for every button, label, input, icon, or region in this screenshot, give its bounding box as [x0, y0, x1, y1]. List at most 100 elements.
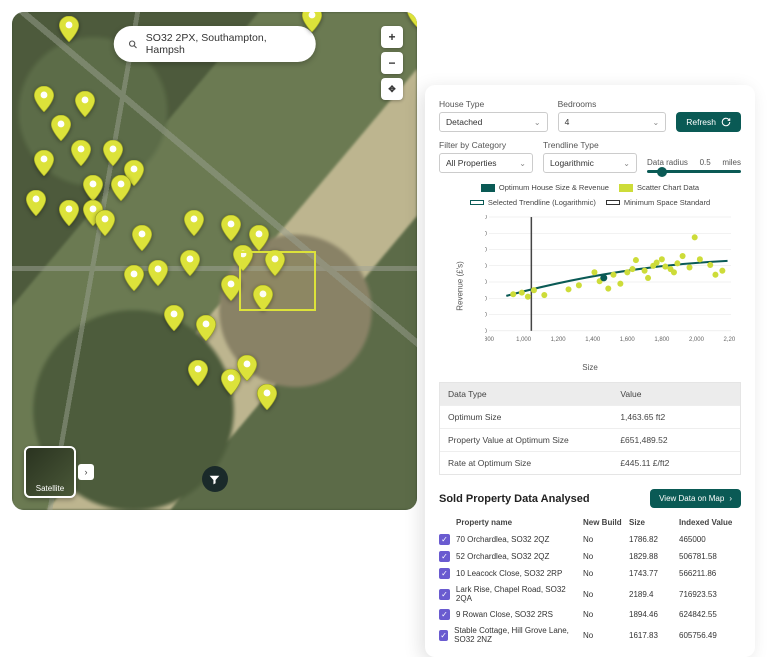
radius-value: 0.5 [700, 158, 711, 167]
property-name: Lark Rise, Chapel Road, SO32 2QA [456, 585, 583, 603]
map-pin[interactable] [95, 210, 115, 236]
refresh-button[interactable]: Refresh [676, 112, 741, 132]
sold-col-name: Property name [439, 518, 583, 527]
select-bedrooms[interactable]: 4 ⌄ [558, 112, 667, 132]
svg-text:1,400: 1,400 [585, 337, 601, 343]
map-pin[interactable] [83, 175, 103, 201]
label-trendline: Trendline Type [543, 140, 637, 150]
results-table: Data Type Value Optimum Size1,463.65 ft2… [439, 382, 741, 475]
property-name: 9 Rowan Close, SO32 2RS [456, 610, 553, 619]
filter-radius: Data radius 0.5 miles [647, 158, 741, 173]
map-pin[interactable] [196, 315, 216, 341]
radius-slider[interactable] [647, 170, 741, 173]
property-size: 2189.4 [629, 590, 679, 599]
row-checkbox[interactable]: ✓ [439, 589, 450, 600]
map-filter-button[interactable] [202, 466, 228, 492]
svg-text:1,400,000: 1,400,000 [485, 215, 488, 221]
property-newbuild: No [583, 569, 629, 578]
svg-text:1,200: 1,200 [551, 337, 567, 343]
select-category[interactable]: All Properties ⌄ [439, 153, 533, 173]
results-row: Property Value at Optimum Size£651,489.5… [440, 428, 740, 451]
map-pin[interactable] [221, 215, 241, 241]
row-checkbox[interactable]: ✓ [439, 630, 448, 641]
filters-row-2: Filter by Category All Properties ⌄ Tren… [439, 140, 741, 173]
property-newbuild: No [583, 631, 629, 640]
results-row: Optimum Size1,463.65 ft2 [440, 405, 740, 428]
svg-text:2,000: 2,000 [689, 337, 705, 343]
map-pin[interactable] [111, 175, 131, 201]
view-on-map-button[interactable]: View Data on Map › [650, 489, 741, 508]
svg-text:2,200: 2,200 [724, 337, 735, 343]
satellite-label: Satellite [36, 484, 64, 493]
map-pin[interactable] [184, 210, 204, 236]
legend-trendline: Selected Trendline (Logarithmic) [470, 198, 596, 207]
map-zoom-controls: + − ✥ [381, 26, 403, 100]
zoom-out-button[interactable]: − [381, 52, 403, 74]
chevron-down-icon: ⌄ [653, 118, 660, 127]
sold-col-value: Indexed Value [679, 518, 741, 527]
label-category: Filter by Category [439, 140, 533, 150]
radius-slider-thumb[interactable] [657, 167, 667, 177]
locate-button[interactable]: ✥ [381, 78, 403, 100]
svg-text:1,000,000: 1,000,000 [485, 248, 488, 254]
select-house-type[interactable]: Detached ⌄ [439, 112, 548, 132]
select-category-value: All Properties [446, 158, 497, 168]
map-pin[interactable] [257, 384, 277, 410]
filter-trendline: Trendline Type Logarithmic ⌄ [543, 140, 637, 173]
results-cell-value: £651,489.52 [612, 429, 740, 451]
map-pin[interactable] [237, 355, 257, 381]
map-selected-polygon[interactable] [239, 251, 316, 311]
sold-row[interactable]: ✓10 Leacock Close, SO32 2RPNo1743.775662… [439, 565, 741, 582]
map-pin[interactable] [132, 225, 152, 251]
map-pin[interactable] [103, 140, 123, 166]
property-size: 1894.46 [629, 610, 679, 619]
map-pin[interactable] [180, 250, 200, 276]
map-pin[interactable] [59, 200, 79, 226]
row-checkbox[interactable]: ✓ [439, 568, 450, 579]
filter-house-type: House Type Detached ⌄ [439, 99, 548, 132]
map-pin[interactable] [221, 275, 241, 301]
map-pin[interactable] [51, 115, 71, 141]
select-trendline-value: Logarithmic [550, 158, 594, 168]
row-checkbox[interactable]: ✓ [439, 609, 450, 620]
map-pin[interactable] [75, 91, 95, 117]
map-pin[interactable] [188, 360, 208, 386]
chart-svg: 0200,000400,000600,000800,0001,000,0001,… [485, 215, 735, 343]
scatter-chart: Revenue (£'s) 0200,000400,000600,000800,… [439, 211, 741, 361]
map-pin[interactable] [302, 12, 322, 32]
map-search-pill[interactable]: SO32 2PX, Southampton, Hampsh [113, 26, 316, 62]
map-layer-satellite-badge[interactable]: Satellite [24, 446, 76, 498]
results-cell-value: £445.11 £/ft2 [612, 452, 740, 474]
chevron-down-icon: ⌄ [519, 159, 526, 168]
results-header: Data Type Value [440, 383, 740, 405]
zoom-in-button[interactable]: + [381, 26, 403, 48]
results-row: Rate at Optimum Size£445.11 £/ft2 [440, 451, 740, 474]
sold-row[interactable]: ✓ Stable Cottage, Hill Grove Lane, SO32 2… [439, 623, 741, 647]
sold-row[interactable]: ✓ Lark Rise, Chapel Road, SO32 2QANo2189.… [439, 582, 741, 606]
map-pin[interactable] [34, 150, 54, 176]
sold-row[interactable]: ✓52 Orchardlea, SO32 2QZNo1829.88506781.… [439, 548, 741, 565]
map-panel[interactable]: SO32 2PX, Southampton, Hampsh + − ✥ Sate… [12, 12, 417, 510]
row-checkbox[interactable]: ✓ [439, 551, 450, 562]
map-pin[interactable] [71, 140, 91, 166]
property-name: Stable Cottage, Hill Grove Lane, SO32 2N… [454, 626, 583, 644]
property-name: 10 Leacock Close, SO32 2RP [456, 569, 562, 578]
sold-row[interactable]: ✓70 Orchardlea, SO32 2QZNo1786.82465000 [439, 531, 741, 548]
map-pin[interactable] [26, 190, 46, 216]
results-cell-type: Rate at Optimum Size [440, 452, 612, 474]
row-checkbox[interactable]: ✓ [439, 534, 450, 545]
sold-row[interactable]: ✓9 Rowan Close, SO32 2RSNo1894.46624842.… [439, 606, 741, 623]
map-pin[interactable] [148, 260, 168, 286]
property-value: 465000 [679, 535, 741, 544]
map-pin[interactable] [407, 12, 417, 27]
map-layer-expand[interactable]: › [78, 464, 94, 480]
map-pin[interactable] [124, 265, 144, 291]
select-trendline[interactable]: Logarithmic ⌄ [543, 153, 637, 173]
svg-text:400,000: 400,000 [485, 296, 488, 302]
svg-text:800: 800 [485, 337, 495, 343]
property-newbuild: No [583, 590, 629, 599]
map-pin[interactable] [164, 305, 184, 331]
property-value: 605756.49 [679, 631, 741, 640]
map-pin[interactable] [34, 86, 54, 112]
map-pin[interactable] [59, 16, 79, 42]
